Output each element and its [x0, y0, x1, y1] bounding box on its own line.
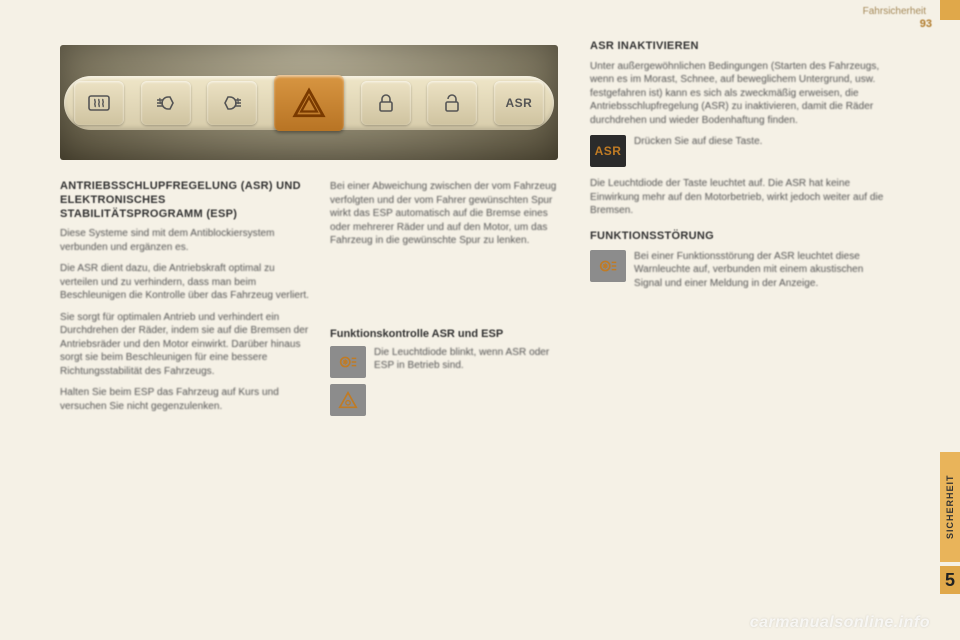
edge-section-band: SICHERHEIT — [940, 452, 960, 562]
rear-defrost-button — [74, 81, 124, 125]
right-para-1: Unter außergewöhnlichen Bedingungen (Sta… — [590, 60, 890, 128]
left-column: ANTRIEBSSCHLUPFREGELUNG (ASR) UND ELEKTR… — [60, 180, 310, 421]
malfunction-icon — [590, 250, 626, 282]
chapter-label: Fahrsicherheit — [863, 6, 926, 17]
asr-button-row: ASR Drücken Sie auf diese Taste. — [590, 135, 890, 167]
mid-para-1: Bei einer Abweichung zwischen der vom Fa… — [330, 180, 560, 248]
mid-subheading: Funktionskontrolle ASR und ESP — [330, 328, 560, 340]
page-number: 93 — [920, 18, 932, 30]
right-heading-1: ASR INAKTIVIEREN — [590, 40, 890, 54]
asr-button: ASR — [494, 81, 544, 125]
unlock-icon — [438, 91, 466, 115]
right-para-2: Die Leuchtdiode der Taste leuchtet auf. … — [590, 177, 890, 218]
unlock-button — [427, 81, 477, 125]
edge-chapter-number: 5 — [940, 566, 960, 594]
left-para-1: Diese Systeme sind mit dem Antiblockiers… — [60, 227, 310, 254]
edge-top-tab — [940, 0, 960, 20]
left-heading: ANTRIEBSSCHLUPFREGELUNG (ASR) UND ELEKTR… — [60, 180, 310, 221]
lock-icon — [372, 91, 400, 115]
left-para-2: Die ASR dient dazu, die Antriebskraft op… — [60, 262, 310, 303]
mid-column: Bei einer Abweichung zwischen der vom Fa… — [330, 180, 560, 416]
mid-icon-row-2 — [330, 384, 560, 416]
malfunction-row: Bei einer Funktionsstörung der ASR leuch… — [590, 250, 890, 291]
fog-front-icon — [218, 91, 246, 115]
dashboard-button-strip: ASR — [60, 45, 558, 160]
fog-rear-icon — [152, 91, 180, 115]
malfunction-para: Bei einer Funktionsstörung der ASR leuch… — [634, 250, 890, 291]
hazard-icon — [290, 86, 328, 120]
asr-active-icon — [330, 346, 366, 378]
asr-button-label: ASR — [506, 96, 533, 110]
right-column: ASR INAKTIVIEREN Unter außergewöhnlichen… — [590, 40, 890, 290]
left-para-3: Sie sorgt für optimalen Antrieb und verh… — [60, 311, 310, 379]
fog-rear-button — [141, 81, 191, 125]
esp-triangle-icon — [330, 384, 366, 416]
button-panel: ASR — [64, 76, 554, 130]
asr-toggle-icon: ASR — [590, 135, 626, 167]
left-para-4: Halten Sie beim ESP das Fahrzeug auf Kur… — [60, 386, 310, 413]
asr-button-para: Drücken Sie auf diese Taste. — [634, 135, 890, 149]
asr-toggle-label: ASR — [595, 144, 622, 158]
rear-defrost-icon — [85, 91, 113, 115]
mid-icon-row: Die Leuchtdiode blinkt, wenn ASR oder ES… — [330, 346, 560, 378]
lock-button — [361, 81, 411, 125]
watermark: carmanualsonline.info — [750, 614, 930, 632]
fog-front-button — [207, 81, 257, 125]
hazard-button — [274, 75, 344, 131]
right-heading-2: FUNKTIONSSTÖRUNG — [590, 230, 890, 244]
page-edge: SICHERHEIT 5 — [940, 0, 960, 640]
mid-icon-para: Die Leuchtdiode blinkt, wenn ASR oder ES… — [374, 346, 560, 373]
